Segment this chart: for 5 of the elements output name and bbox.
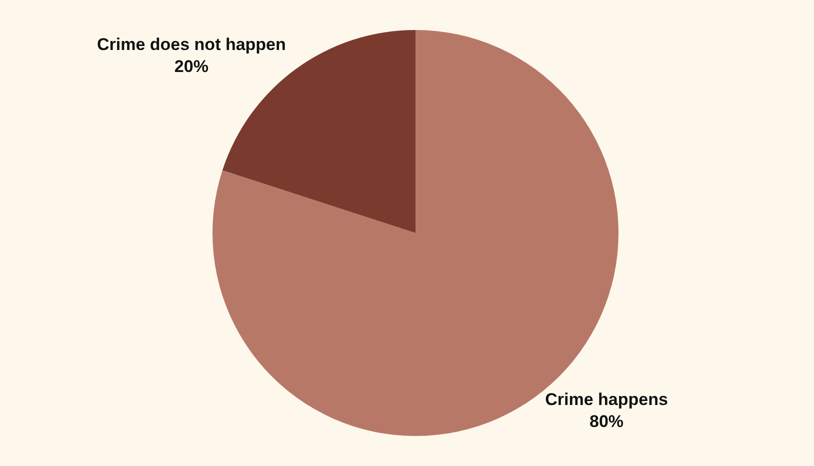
slice-label: Crime happens	[545, 390, 668, 410]
pie-slice	[222, 30, 416, 233]
data-label: 80%	[589, 412, 624, 432]
data-label: 20%	[174, 56, 208, 76]
slice-label: Crime does not happen	[96, 34, 286, 54]
